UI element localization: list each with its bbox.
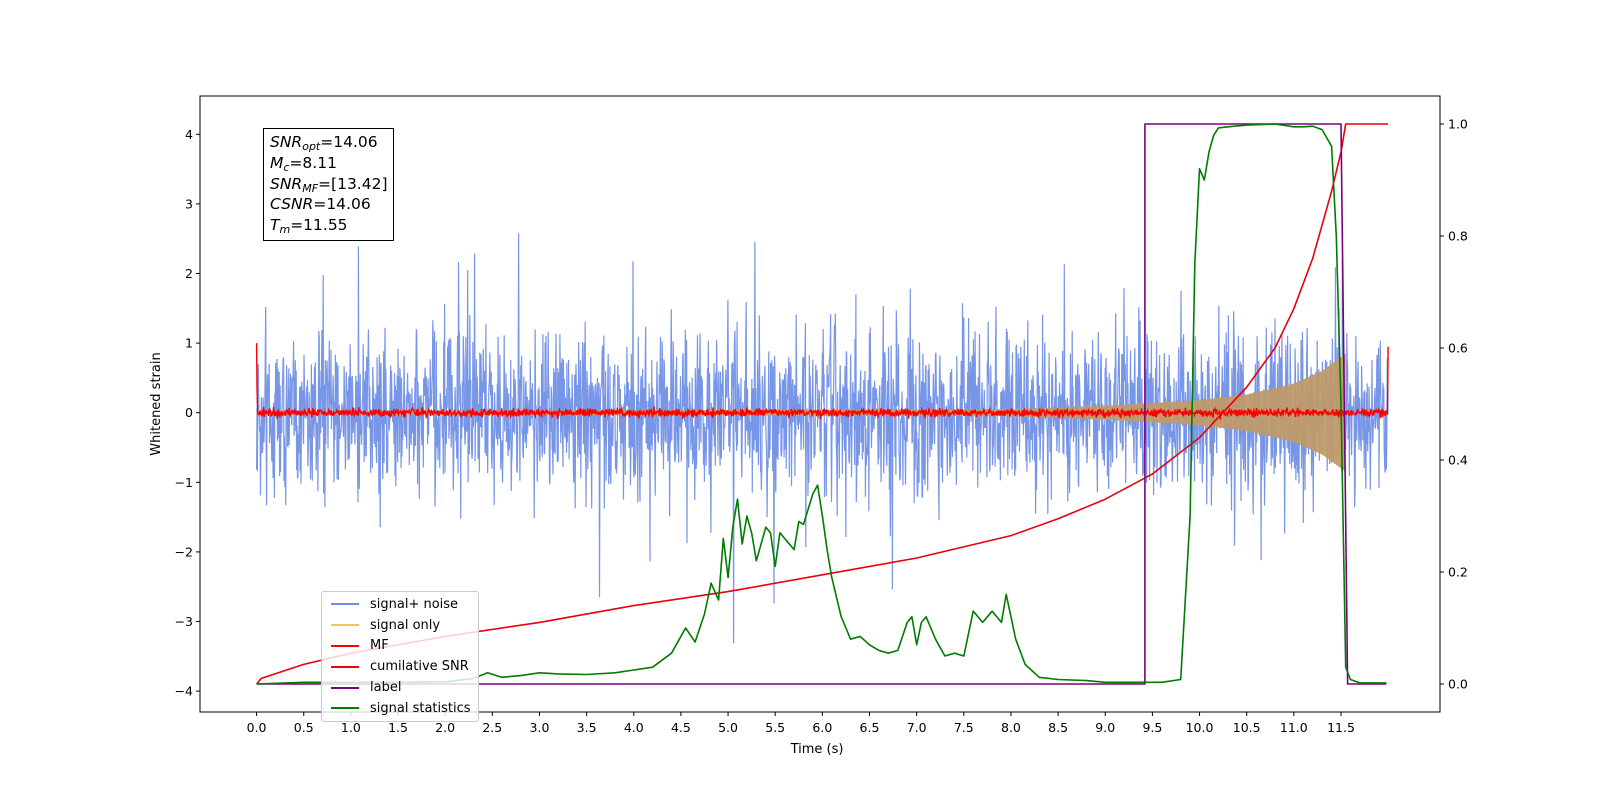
y-left-tick-label: 3 xyxy=(185,196,193,211)
y-left-tick-label: 0 xyxy=(185,405,193,420)
legend-label: MF xyxy=(370,638,389,654)
x-tick-label: 5.5 xyxy=(765,720,785,735)
x-tick-label: 6.5 xyxy=(860,720,880,735)
x-axis-label: Time (s) xyxy=(790,742,844,757)
x-tick-label: 5.0 xyxy=(718,720,738,735)
x-tick-label: 10.5 xyxy=(1233,720,1261,735)
annotation-snr-mf: SNRMF=[13.42] xyxy=(270,174,388,195)
x-tick-label: 7.5 xyxy=(954,720,974,735)
legend-label: signal only xyxy=(370,617,441,633)
legend-item: MF xyxy=(322,636,478,657)
annotation-csnr: CSNR=14.06 xyxy=(270,195,371,214)
series-mf xyxy=(255,343,1389,420)
x-tick-label: 11.0 xyxy=(1280,720,1308,735)
series-label xyxy=(256,123,1387,685)
y-right-tick-label: 0.4 xyxy=(1448,453,1468,468)
x-tick-label: 6.0 xyxy=(812,720,832,735)
x-tick-label: 11.5 xyxy=(1327,720,1355,735)
legend-label: signal+ noise xyxy=(370,596,459,612)
legend-label: label xyxy=(370,680,402,696)
legend-item: signal only xyxy=(322,615,478,636)
series-signal-statistics xyxy=(256,123,1387,685)
y-left-tick-label: 2 xyxy=(185,266,193,281)
y-left-tick-label: −1 xyxy=(175,475,193,490)
legend-item: label xyxy=(322,677,478,698)
y-left-tick-label: 1 xyxy=(185,336,193,351)
legend-swatch xyxy=(331,603,359,606)
series-signal-noise xyxy=(256,233,1389,644)
x-tick-label: 1.5 xyxy=(388,720,408,735)
annotation-tm: Tm=11.55 xyxy=(270,216,348,237)
legend-swatch xyxy=(331,686,359,689)
y-left-tick-label: −3 xyxy=(175,614,193,629)
y-right-tick-label: 1.0 xyxy=(1448,117,1468,132)
x-tick-label: 0.0 xyxy=(247,720,267,735)
legend-swatch xyxy=(331,665,359,668)
x-tick-label: 2.0 xyxy=(435,720,455,735)
y-left-tick-label: −4 xyxy=(175,684,193,699)
ticks: 0.0 0.5 1.0 1.5 2.0 2.5 3.0 3.5 4.0 4.5 5.0 5.5 6.0 6… xyxy=(175,117,1468,736)
x-tick-label: 4.0 xyxy=(624,720,644,735)
x-tick-label: 4.5 xyxy=(671,720,691,735)
legend-item: signal statistics xyxy=(322,698,478,719)
y-axis-label-left: Whitened strain xyxy=(149,352,164,455)
x-tick-label: 7.0 xyxy=(907,720,927,735)
legend-item: signal+ noise xyxy=(322,594,478,615)
y-right-tick-label: 0.2 xyxy=(1448,565,1468,580)
legend-label: signal statistics xyxy=(370,700,471,716)
y-right-tick-label: 0.6 xyxy=(1448,341,1468,356)
x-tick-label: 8.5 xyxy=(1048,720,1068,735)
x-tick-label: 0.5 xyxy=(294,720,314,735)
x-tick-label: 3.0 xyxy=(530,720,550,735)
legend-swatch xyxy=(331,707,359,710)
annotation-mc: Mc=8.11 xyxy=(270,153,337,174)
legend-swatch xyxy=(331,644,359,647)
legend-item: cumilative SNR xyxy=(322,656,478,677)
legend-swatch xyxy=(331,624,359,627)
x-tick-label: 1.0 xyxy=(341,720,361,735)
y-left-tick-label: −2 xyxy=(175,544,193,559)
legend: signal+ noise signal only MF cumilative SNR… xyxy=(321,591,479,722)
x-tick-label: 3.5 xyxy=(577,720,597,735)
y-right-tick-label: 0.0 xyxy=(1448,677,1468,692)
y-right-tick-label: 0.8 xyxy=(1448,229,1468,244)
annotation-snr-opt: SNRopt=14.06 xyxy=(270,133,378,153)
legend-label: cumilative SNR xyxy=(370,659,469,675)
x-tick-label: 9.5 xyxy=(1142,720,1162,735)
y-left-tick-label: 4 xyxy=(185,127,193,142)
x-tick-label: 2.5 xyxy=(482,720,502,735)
axes-frame xyxy=(199,95,1441,713)
x-tick-label: 9.0 xyxy=(1095,720,1115,735)
x-tick-label: 10.0 xyxy=(1186,720,1214,735)
x-tick-label: 8.0 xyxy=(1001,720,1021,735)
annotation-box: SNRopt=14.06 Mc=8.11 SNRMF=[13.42] CSNR=… xyxy=(263,128,394,241)
